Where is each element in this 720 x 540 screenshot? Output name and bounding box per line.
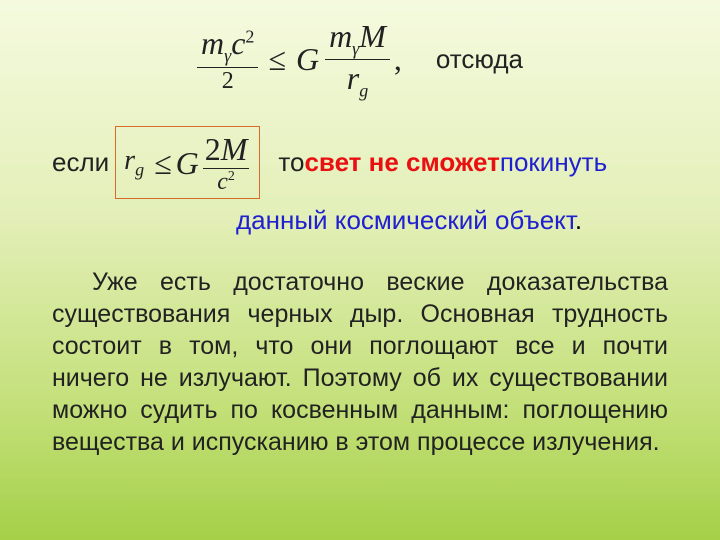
lhs-m: m [201,25,224,61]
then-word: то [278,147,304,178]
rhs-r: r [347,60,359,96]
blue-continuation: данный космический объект [236,205,575,235]
rhs-G: G [296,41,319,78]
red-text: свет не сможет [304,147,499,178]
box-num-M: M [221,131,248,167]
rhs-M: M [359,18,386,54]
box-relation: ≤ [154,145,172,182]
box-r-sub: g [135,160,144,180]
lhs-den: 2 [197,67,258,95]
rhs-m: m [329,18,352,54]
rhs-fraction: mγM rg [325,18,390,102]
relation-le: ≤ [268,41,286,78]
comma: , [394,41,402,78]
dot: . [575,205,582,235]
box-den-sup: 2 [228,169,235,184]
top-formula: mγc2 2 ≤ G mγM rg , отсюда [52,18,668,102]
box-num-2: 2 [205,131,221,167]
condition-line: если rg ≤ G 2M c2 то свет не сможет поки… [52,126,668,199]
after-word: отсюда [436,44,523,75]
blue-tail: покинуть [500,147,607,178]
body-paragraph: Уже есть достаточно веские доказательств… [52,266,668,458]
rhs-r-sub: g [359,81,368,101]
box-r: r [124,145,135,176]
box-fraction: 2M c2 [203,131,250,196]
if-word: если [52,147,109,178]
box-G: G [176,145,199,182]
boxed-formula: rg ≤ G 2M c2 [115,126,260,199]
lhs-fraction: mγc2 2 [197,25,258,94]
lhs-c-sup: 2 [245,27,254,47]
box-den-c: c [217,169,228,195]
continuation-line: данный космический объект. [236,205,668,236]
lhs-c: c [231,25,245,61]
